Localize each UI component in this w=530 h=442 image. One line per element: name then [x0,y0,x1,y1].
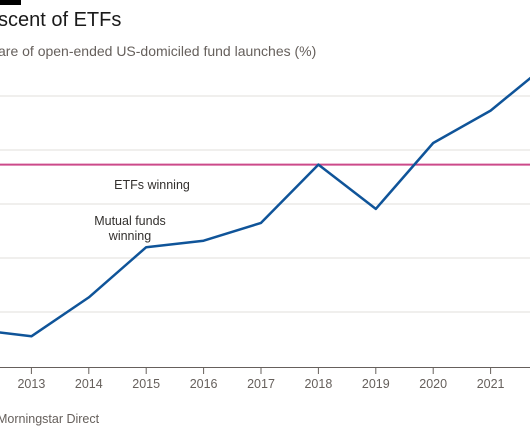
x-tick-label-2018: 2018 [304,377,332,391]
chart-title: scent of ETFs [0,9,122,31]
chart-source: Morningstar Direct [0,412,100,426]
brand-bar [0,0,21,5]
x-tick-label-2015: 2015 [132,377,160,391]
x-tick-label-2014: 2014 [75,377,103,391]
series-line-0 [0,76,530,338]
annotation-etfs-winning: ETFs winning [114,178,190,192]
x-tick-label-2021: 2021 [477,377,505,391]
x-tick-label-2016: 2016 [190,377,218,391]
chart-subtitle: are of open-ended US-domiciled fund laun… [0,43,317,59]
x-tick-label-2020: 2020 [419,377,447,391]
annotation-mutual-funds-winning: Mutual funds winning [94,214,166,243]
x-tick-label-2019: 2019 [362,377,390,391]
annotation-line-1: winning [108,229,151,243]
annotation-line-0: Mutual funds [94,214,166,228]
x-tick-label-2013: 2013 [17,377,45,391]
x-tick-label-2017: 2017 [247,377,275,391]
